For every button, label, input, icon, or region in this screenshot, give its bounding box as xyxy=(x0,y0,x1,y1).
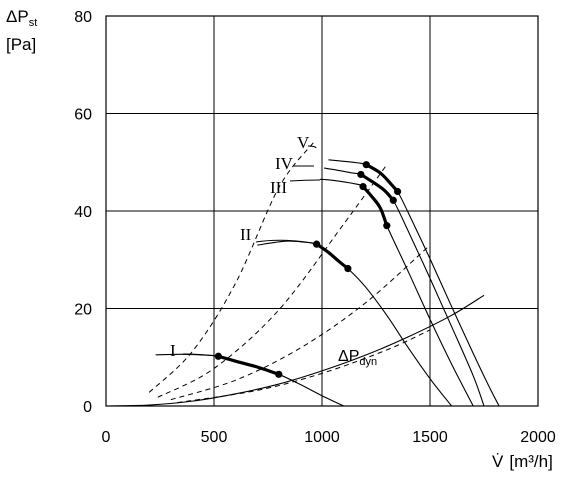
operating-point xyxy=(275,370,283,378)
system-curve xyxy=(148,142,314,393)
operating-point xyxy=(214,352,222,360)
operating-range xyxy=(365,163,399,193)
operating-point xyxy=(357,170,365,179)
system-curve xyxy=(157,164,388,398)
x-tick-label: 1500 xyxy=(412,429,448,446)
operating-point xyxy=(389,196,397,204)
system-curve xyxy=(170,244,431,401)
x-tick-label: 2000 xyxy=(520,429,556,446)
operating-range xyxy=(217,354,280,376)
operating-point xyxy=(344,264,352,273)
x-tick-label: 0 xyxy=(102,429,111,446)
y-tick-label: 60 xyxy=(74,107,92,124)
curve-label-iv: IV xyxy=(275,154,294,173)
fan-curve xyxy=(155,353,344,407)
x-tick-label: 500 xyxy=(201,429,228,446)
operating-range xyxy=(315,242,349,270)
fan-curves xyxy=(105,159,500,407)
operating-range xyxy=(360,173,395,202)
curve-label-iii: III xyxy=(270,178,287,197)
operating-point xyxy=(362,161,370,169)
x-axis-label: V̇ [m³/h] xyxy=(492,452,553,471)
curve-label-i: I xyxy=(170,341,176,360)
x-tick-label: 1000 xyxy=(304,429,340,446)
operating-range xyxy=(361,185,389,227)
label-leaders xyxy=(182,145,321,357)
operating-point xyxy=(359,183,367,191)
y-axis-unit: [Pa] xyxy=(6,35,36,54)
dynamic-pressure-label: ΔPdyn xyxy=(338,348,377,368)
y-tick-label: 40 xyxy=(74,204,92,221)
system-curves xyxy=(148,142,431,404)
tick-labels: 0 500 1000 1500 2000 0 20 40 60 80 xyxy=(74,9,556,446)
dynamic-pressure-curve xyxy=(105,294,485,407)
operating-point xyxy=(394,187,402,196)
system-curve xyxy=(177,329,431,404)
curve-label-v: V xyxy=(297,133,310,152)
y-tick-label: 0 xyxy=(83,399,92,416)
y-axis-label: ΔPst xyxy=(6,7,37,29)
fan-curve xyxy=(257,240,453,407)
fan-curve xyxy=(319,178,474,407)
curve-label-ii: II xyxy=(240,225,252,244)
operating-point xyxy=(383,222,391,230)
y-tick-label: 20 xyxy=(74,302,92,319)
operating-points xyxy=(214,161,402,378)
operating-ranges xyxy=(217,163,399,376)
y-tick-label: 80 xyxy=(74,9,92,26)
operating-point xyxy=(313,240,321,248)
plot-frame xyxy=(105,15,539,407)
